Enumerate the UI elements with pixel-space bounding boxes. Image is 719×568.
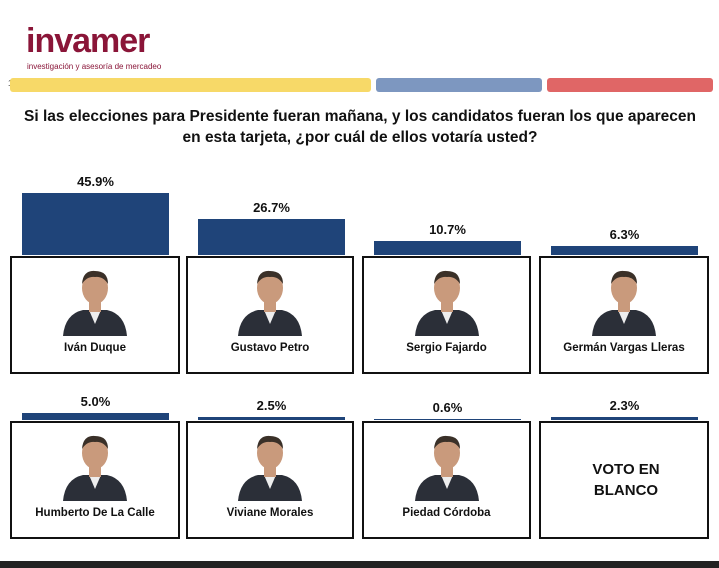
bar [22, 413, 169, 420]
candidate-card: VOTO EN BLANCO [539, 421, 709, 539]
bottom-strip [0, 561, 719, 568]
header-band [10, 78, 371, 92]
candidate-card: Viviane Morales [186, 421, 354, 539]
blank-vote-label: VOTO EN BLANCO [592, 461, 660, 499]
candidate-name: Piedad Córdoba [402, 507, 491, 519]
photo-frame [59, 429, 131, 506]
candidate-card: Gustavo Petro [186, 256, 354, 374]
value-label: 6.3% [609, 227, 640, 243]
candidate-photo [592, 270, 656, 336]
candidate-card: Iván Duque [10, 256, 180, 374]
bar [198, 218, 345, 255]
candidate-name: Gustavo Petro [230, 342, 310, 354]
header-band [547, 78, 713, 92]
candidate-name: Sergio Fajardo [406, 342, 487, 354]
photo-frame [411, 429, 483, 506]
value-label: 5.0% [80, 394, 111, 410]
value-label: 2.5% [256, 397, 287, 413]
candidate-card: Humberto De La Calle [10, 421, 180, 539]
candidate-photo [63, 435, 127, 501]
bar [198, 416, 345, 420]
candidate-photo [238, 435, 302, 501]
photo-frame [411, 264, 483, 341]
candidate-photo [414, 435, 479, 501]
candidate-name: Viviane Morales [226, 507, 314, 519]
candidate-name: Iván Duque [64, 342, 126, 354]
photo-frame [234, 264, 306, 341]
chart-title: Si las elecciones para Presidente fueran… [24, 108, 696, 146]
photo-frame [59, 264, 131, 341]
photo-frame [234, 429, 306, 506]
bar [551, 246, 698, 255]
value-label: 45.9% [77, 174, 114, 190]
candidate-photo [238, 270, 302, 336]
bar [374, 419, 521, 420]
candidate-card: Germán Vargas Lleras [539, 256, 709, 374]
candidate-photo [63, 270, 127, 336]
value-label: 26.7% [253, 199, 290, 215]
value-label: 2.3% [609, 397, 640, 413]
candidate-card: Sergio Fajardo [362, 256, 531, 374]
bar [374, 240, 521, 255]
logo: invamer [26, 22, 150, 60]
header-band [376, 78, 542, 92]
bar [22, 193, 169, 255]
bar [551, 416, 698, 420]
tagline: investigación y asesoría de mercadeo [27, 62, 162, 71]
value-label: 0.6% [432, 400, 463, 416]
candidate-name: Germán Vargas Lleras [563, 342, 685, 354]
candidate-name: Humberto De La Calle [35, 507, 155, 519]
candidate-photo [414, 270, 479, 336]
candidate-card: Piedad Córdoba [362, 421, 531, 539]
value-label: 10.7% [429, 221, 466, 237]
photo-frame [588, 264, 660, 341]
